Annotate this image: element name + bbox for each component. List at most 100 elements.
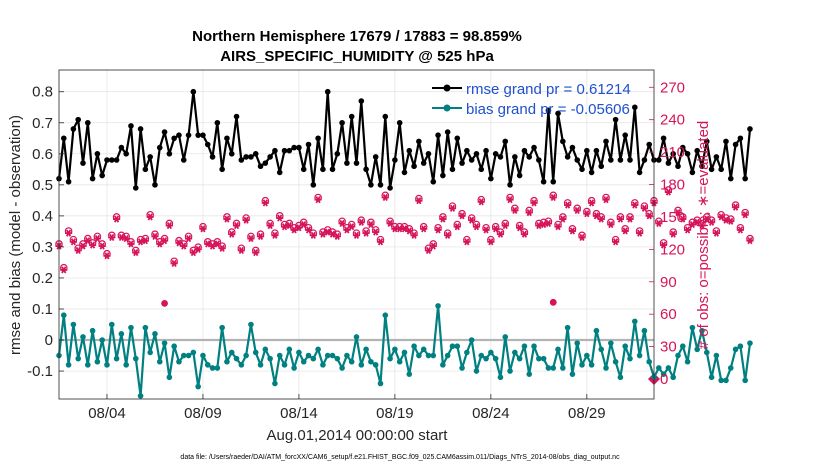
obs-evaluated-stroke bbox=[281, 223, 288, 231]
obs-evaluated-stroke bbox=[114, 215, 120, 223]
bias-point bbox=[401, 349, 408, 356]
obs-evaluated-stroke bbox=[521, 230, 528, 238]
obs-evaluated-stroke bbox=[118, 233, 124, 242]
rmse-point bbox=[281, 147, 288, 154]
obs-evaluated-point bbox=[295, 224, 303, 232]
rmse-point bbox=[132, 185, 139, 191]
rmse-point bbox=[238, 157, 245, 163]
obs-evaluated-stroke bbox=[536, 222, 542, 230]
obs-evaluated-point bbox=[175, 239, 183, 247]
footnote: data file: /Users/raeder/DAI/ATM_forcXX/… bbox=[180, 454, 620, 461]
legend-rmse-label: rmse grand pr = 0.61214 bbox=[466, 81, 631, 98]
rmse-point bbox=[742, 175, 748, 182]
obs-evaluated-point bbox=[616, 215, 625, 223]
bias-point bbox=[507, 368, 513, 374]
bias-point bbox=[142, 324, 149, 331]
obs-evaluated-stroke bbox=[430, 242, 436, 250]
bias-point bbox=[622, 343, 629, 350]
y-right-tick-label: 120 bbox=[660, 241, 685, 258]
rmse-point bbox=[320, 166, 326, 173]
y-tick-label: 0 bbox=[45, 332, 53, 349]
bias-point bbox=[353, 334, 360, 340]
obs-evaluated-point bbox=[736, 226, 744, 234]
obs-evaluated-point bbox=[261, 199, 269, 207]
bias-point bbox=[708, 374, 715, 381]
obs-evaluated-point bbox=[309, 231, 317, 239]
obs-evaluated-stroke bbox=[473, 223, 480, 231]
y-tick-label: 0.5 bbox=[32, 177, 53, 194]
obs-evaluated-point bbox=[540, 220, 548, 229]
obs-evaluated-stroke bbox=[166, 222, 172, 230]
y-right-tick-label: 240 bbox=[660, 112, 685, 129]
obs-evaluated-stroke bbox=[296, 224, 302, 232]
bias-point bbox=[684, 358, 691, 365]
obs-evaluated-point bbox=[348, 223, 356, 231]
legend-rmse-marker bbox=[443, 84, 451, 92]
obs-evaluated-point bbox=[60, 266, 68, 274]
bias-point bbox=[180, 352, 187, 359]
obs-evaluated-stroke bbox=[305, 226, 312, 234]
bias-point bbox=[156, 358, 163, 365]
obs-evaluated-point bbox=[69, 238, 77, 246]
rmse-point bbox=[588, 169, 595, 176]
obs-evaluated-stroke bbox=[742, 211, 748, 219]
rmse-point bbox=[382, 113, 389, 120]
obs-evaluated-point bbox=[314, 196, 322, 204]
rmse-point bbox=[75, 116, 81, 123]
bias-point bbox=[65, 362, 72, 368]
bias-point bbox=[473, 368, 480, 374]
obs-evaluated-point bbox=[271, 231, 279, 239]
obs-evaluated-point bbox=[343, 226, 351, 234]
rmse-point bbox=[305, 141, 312, 148]
bias-point bbox=[526, 371, 533, 377]
bias-point bbox=[80, 334, 86, 340]
obs-evaluated-stroke bbox=[627, 215, 633, 223]
bias-point bbox=[588, 362, 595, 368]
obs-evaluated-stroke bbox=[190, 249, 196, 257]
obs-evaluated-stroke bbox=[368, 220, 374, 229]
bias-point bbox=[358, 362, 365, 368]
rmse-point bbox=[420, 160, 427, 166]
obs-evaluated-stroke bbox=[675, 209, 681, 217]
bias-point bbox=[209, 365, 216, 371]
obs-evaluated-point bbox=[84, 237, 92, 245]
bias-point bbox=[94, 358, 101, 365]
bias-point bbox=[281, 362, 288, 368]
y-tick-label: 0.3 bbox=[32, 239, 53, 256]
rmse-point bbox=[536, 157, 542, 163]
obs-evaluated-point bbox=[693, 218, 701, 226]
rmse-point bbox=[108, 157, 115, 163]
y-tick-label: 0.2 bbox=[32, 270, 53, 287]
obs-evaluated-stroke bbox=[200, 225, 206, 233]
obs-evaluated-stroke bbox=[85, 237, 91, 245]
rmse-point bbox=[248, 154, 254, 160]
bias-point bbox=[727, 365, 734, 371]
bias-point bbox=[569, 371, 576, 377]
obs-evaluated-point bbox=[559, 215, 567, 223]
rmse-point bbox=[689, 169, 696, 176]
rmse-point bbox=[502, 138, 509, 145]
obs-evaluated-point bbox=[424, 246, 433, 255]
obs-evaluated-point bbox=[333, 232, 341, 240]
bias-point bbox=[420, 346, 427, 353]
obs-evaluated-stroke bbox=[387, 219, 393, 227]
obs-evaluated-point bbox=[434, 226, 442, 234]
rmse-point bbox=[684, 151, 691, 157]
obs-evaluated-point bbox=[506, 196, 514, 204]
obs-evaluated-stroke bbox=[349, 223, 355, 231]
rmse-point bbox=[166, 151, 173, 157]
obs-evaluated-stroke bbox=[665, 188, 671, 196]
obs-evaluated-point bbox=[631, 201, 639, 209]
bias-point bbox=[185, 352, 192, 359]
bias-point bbox=[300, 358, 307, 365]
rmse-point bbox=[171, 135, 177, 142]
rmse-point bbox=[617, 157, 624, 163]
obs-evaluated-stroke bbox=[90, 241, 96, 249]
bias-point bbox=[564, 324, 571, 331]
obs-evaluated-point bbox=[93, 234, 101, 243]
rmse-point bbox=[416, 138, 422, 145]
bias-point bbox=[219, 324, 225, 331]
obs-evaluated-stroke bbox=[157, 240, 163, 248]
rmse-point bbox=[368, 182, 374, 188]
obs-evaluated-stroke bbox=[435, 226, 441, 234]
